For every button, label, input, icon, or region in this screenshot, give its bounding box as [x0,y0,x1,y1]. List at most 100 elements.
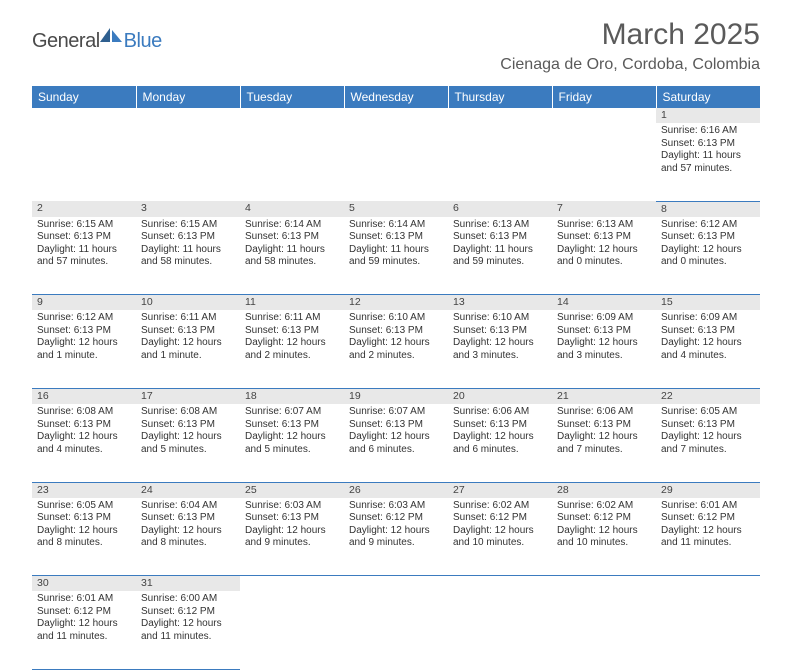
weekday-header: Tuesday [240,86,344,108]
sunset-line: Sunset: 6:13 PM [141,419,235,432]
daylight-line: Daylight: 11 hours and 59 minutes. [349,244,443,269]
sunrise-line: Sunrise: 6:05 AM [661,406,755,419]
day-details: Sunrise: 6:06 AMSunset: 6:13 PMDaylight:… [552,404,656,458]
day-number-cell: 29 [656,482,760,498]
day-cell: Sunrise: 6:11 AMSunset: 6:13 PMDaylight:… [136,310,240,388]
sunrise-line: Sunrise: 6:07 AM [349,406,443,419]
page-title: March 2025 [500,18,760,52]
day-content-row: Sunrise: 6:05 AMSunset: 6:13 PMDaylight:… [32,498,760,576]
sunrise-line: Sunrise: 6:02 AM [453,500,547,513]
day-number-cell: 5 [344,201,448,217]
day-details: Sunrise: 6:12 AMSunset: 6:13 PMDaylight:… [32,310,136,364]
sunset-line: Sunset: 6:13 PM [245,419,339,432]
day-details: Sunrise: 6:16 AMSunset: 6:13 PMDaylight:… [656,123,760,177]
sunrise-line: Sunrise: 6:10 AM [349,312,443,325]
day-cell: Sunrise: 6:00 AMSunset: 6:12 PMDaylight:… [136,591,240,669]
sunrise-line: Sunrise: 6:09 AM [661,312,755,325]
daylight-line: Daylight: 12 hours and 7 minutes. [557,431,651,456]
sunrise-line: Sunrise: 6:13 AM [557,219,651,232]
day-number-cell: 18 [240,388,344,404]
day-details: Sunrise: 6:11 AMSunset: 6:13 PMDaylight:… [136,310,240,364]
daylight-line: Daylight: 12 hours and 1 minute. [37,337,131,362]
sunrise-line: Sunrise: 6:10 AM [453,312,547,325]
day-details: Sunrise: 6:06 AMSunset: 6:13 PMDaylight:… [448,404,552,458]
day-number-cell [448,108,552,123]
day-cell [552,123,656,201]
daylight-line: Daylight: 12 hours and 9 minutes. [349,525,443,550]
logo: General Blue [32,18,162,53]
sunrise-line: Sunrise: 6:16 AM [661,125,755,138]
day-cell: Sunrise: 6:13 AMSunset: 6:13 PMDaylight:… [448,217,552,295]
day-details: Sunrise: 6:11 AMSunset: 6:13 PMDaylight:… [240,310,344,364]
day-cell: Sunrise: 6:08 AMSunset: 6:13 PMDaylight:… [136,404,240,482]
day-cell [344,591,448,669]
sunset-line: Sunset: 6:13 PM [141,512,235,525]
day-number-cell: 12 [344,295,448,311]
daylight-line: Daylight: 11 hours and 59 minutes. [453,244,547,269]
day-cell: Sunrise: 6:07 AMSunset: 6:13 PMDaylight:… [344,404,448,482]
day-number-cell: 13 [448,295,552,311]
daylight-line: Daylight: 11 hours and 58 minutes. [141,244,235,269]
sunrise-line: Sunrise: 6:00 AM [141,593,235,606]
day-details: Sunrise: 6:13 AMSunset: 6:13 PMDaylight:… [448,217,552,271]
day-number-cell [32,108,136,123]
day-cell: Sunrise: 6:08 AMSunset: 6:13 PMDaylight:… [32,404,136,482]
day-number-cell [344,576,448,592]
day-cell: Sunrise: 6:09 AMSunset: 6:13 PMDaylight:… [656,310,760,388]
sunset-line: Sunset: 6:13 PM [37,231,131,244]
day-cell: Sunrise: 6:11 AMSunset: 6:13 PMDaylight:… [240,310,344,388]
day-cell: Sunrise: 6:04 AMSunset: 6:13 PMDaylight:… [136,498,240,576]
day-details: Sunrise: 6:07 AMSunset: 6:13 PMDaylight:… [240,404,344,458]
day-number-cell [448,576,552,592]
daynum-row: 1 [32,108,760,123]
day-cell: Sunrise: 6:03 AMSunset: 6:13 PMDaylight:… [240,498,344,576]
day-cell [136,123,240,201]
day-cell: Sunrise: 6:03 AMSunset: 6:12 PMDaylight:… [344,498,448,576]
sunset-line: Sunset: 6:13 PM [661,325,755,338]
day-cell: Sunrise: 6:15 AMSunset: 6:13 PMDaylight:… [136,217,240,295]
day-cell: Sunrise: 6:14 AMSunset: 6:13 PMDaylight:… [344,217,448,295]
sunset-line: Sunset: 6:12 PM [349,512,443,525]
day-cell: Sunrise: 6:07 AMSunset: 6:13 PMDaylight:… [240,404,344,482]
day-number-cell [136,108,240,123]
day-number-cell: 20 [448,388,552,404]
day-number-cell [552,108,656,123]
daylight-line: Daylight: 12 hours and 1 minute. [141,337,235,362]
day-number-cell: 15 [656,295,760,311]
location-subtitle: Cienaga de Oro, Cordoba, Colombia [500,56,760,74]
day-cell: Sunrise: 6:13 AMSunset: 6:13 PMDaylight:… [552,217,656,295]
day-cell [240,591,344,669]
logo-text-general: General [32,30,100,53]
day-details: Sunrise: 6:02 AMSunset: 6:12 PMDaylight:… [552,498,656,552]
daylight-line: Daylight: 12 hours and 11 minutes. [37,618,131,643]
sunset-line: Sunset: 6:13 PM [349,231,443,244]
day-details: Sunrise: 6:09 AMSunset: 6:13 PMDaylight:… [656,310,760,364]
day-cell [344,123,448,201]
sunrise-line: Sunrise: 6:12 AM [37,312,131,325]
sunrise-line: Sunrise: 6:08 AM [141,406,235,419]
daylight-line: Daylight: 12 hours and 0 minutes. [661,244,755,269]
sunset-line: Sunset: 6:12 PM [453,512,547,525]
daylight-line: Daylight: 12 hours and 10 minutes. [453,525,547,550]
day-details: Sunrise: 6:02 AMSunset: 6:12 PMDaylight:… [448,498,552,552]
day-content-row: Sunrise: 6:16 AMSunset: 6:13 PMDaylight:… [32,123,760,201]
day-number-cell: 2 [32,201,136,217]
day-number-cell [552,576,656,592]
daynum-row: 2345678 [32,201,760,217]
day-number-cell: 27 [448,482,552,498]
sunrise-line: Sunrise: 6:14 AM [349,219,443,232]
day-details: Sunrise: 6:12 AMSunset: 6:13 PMDaylight:… [656,217,760,271]
day-cell: Sunrise: 6:14 AMSunset: 6:13 PMDaylight:… [240,217,344,295]
day-details: Sunrise: 6:10 AMSunset: 6:13 PMDaylight:… [448,310,552,364]
day-cell: Sunrise: 6:05 AMSunset: 6:13 PMDaylight:… [32,498,136,576]
sunset-line: Sunset: 6:13 PM [453,325,547,338]
sunset-line: Sunset: 6:12 PM [557,512,651,525]
day-cell [240,123,344,201]
daylight-line: Daylight: 12 hours and 0 minutes. [557,244,651,269]
weekday-header-row: Sunday Monday Tuesday Wednesday Thursday… [32,86,760,108]
day-number-cell: 26 [344,482,448,498]
sunset-line: Sunset: 6:13 PM [349,325,443,338]
daylight-line: Daylight: 12 hours and 11 minutes. [141,618,235,643]
sunrise-line: Sunrise: 6:03 AM [349,500,443,513]
header: General Blue March 2025 Cienaga de Oro, … [0,0,792,82]
